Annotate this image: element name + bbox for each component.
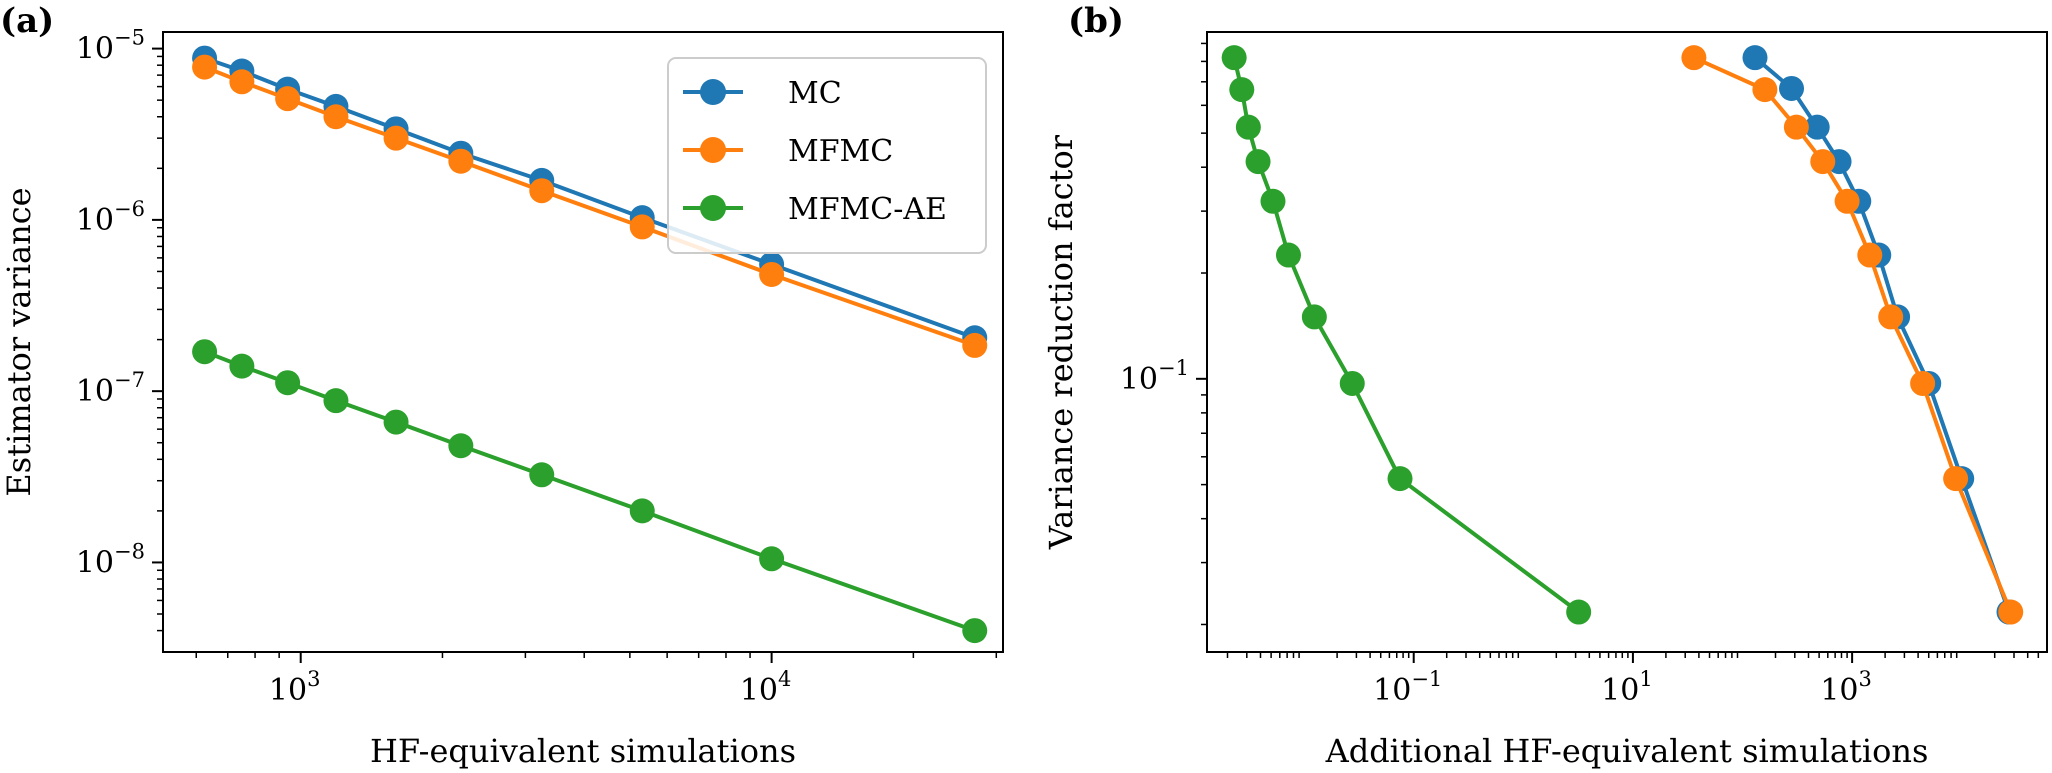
panel-b-point-mc [1742, 45, 1768, 71]
panel-b-point-mfmc [1783, 114, 1809, 140]
panel-a-point-mfmc [629, 214, 655, 240]
panel-b-y-axis-label: Variance reduction factor [1042, 134, 1080, 550]
panel-b-point-mfmc [1752, 77, 1778, 103]
panel-a-y-tick-label: 10−7 [76, 368, 145, 409]
panel-b-point-mfmc [1878, 304, 1904, 330]
panel-a-point-mfmc-ae [229, 353, 255, 379]
legend-marker-mfmc-ae [700, 195, 726, 221]
panel-b-x-tick-label: 10−1 [1373, 667, 1442, 708]
panel-b-point-mfmc [1910, 370, 1936, 396]
panel-a: (a) 103 104 10−5 10−6 10−7 10−8 HF-equivalen… [0, 1, 1004, 770]
panel-a-x-tick-label: 103 [269, 667, 321, 708]
panel-a-series-mfmc-ae [192, 339, 988, 644]
legend-label-mc: MC [788, 76, 842, 111]
panel-b-series-mfmc-ae [1221, 45, 1592, 625]
panel-b-point-mfmc-ae [1260, 188, 1286, 214]
panel-a-x-axis-label: HF-equivalent simulations [370, 732, 796, 770]
panel-a-point-mfmc-ae [192, 339, 218, 365]
panel-a-y-tick-label: 10−6 [76, 197, 145, 238]
panel-a-point-mfmc [962, 332, 988, 358]
panel-b-x-tick-label: 101 [1601, 667, 1653, 708]
panel-a-point-mfmc-ae [448, 433, 474, 459]
panel-b-point-mfmc-ae [1221, 45, 1247, 71]
panel-a-line-mfmc-ae [203, 349, 976, 633]
legend-marker-mc [700, 79, 726, 105]
panel-a-y-tick-label: 10−8 [76, 539, 145, 580]
panel-b-point-mfmc [1857, 242, 1883, 268]
legend: MC MFMC MFMC-AE [667, 57, 987, 254]
panel-a-point-mfmc [383, 125, 409, 151]
panel-a-plot-area [192, 45, 988, 644]
panel-b-point-mfmc-ae [1229, 77, 1255, 103]
panel-a-point-mfmc-ae [962, 618, 988, 644]
legend-entry-mfmc-ae: MFMC-AE [683, 192, 947, 227]
panel-a-point-mfmc-ae [529, 462, 555, 488]
panel-b-line-mfmc [1693, 55, 2013, 613]
panel-b-line-mc [1753, 56, 2011, 613]
panel-a-y-axis-label: Estimator variance [0, 187, 38, 496]
panel-b-point-mfmc-ae [1235, 114, 1261, 140]
panel-b-x-ticks: 10−1 101 103 [1226, 652, 2040, 708]
panel-a-point-mfmc [448, 148, 474, 174]
panel-b-y-ticks: 10−1 [1120, 42, 1207, 626]
panel-b-point-mfmc [1810, 149, 1836, 175]
panel-a-y-ticks: 10−5 10−6 10−7 10−8 [76, 26, 163, 632]
panel-b-y-tick-label: 10−1 [1120, 356, 1189, 397]
panel-b-plot-area [1221, 45, 2024, 625]
legend-label-mfmc-ae: MFMC-AE [788, 192, 947, 227]
panel-a-series-mfmc [192, 54, 988, 358]
panel-a-x-ticks: 103 104 [195, 652, 998, 708]
panel-a-point-mfmc-ae [629, 498, 655, 524]
panel-b-series-mfmc [1681, 45, 2024, 625]
panel-a-point-mfmc-ae [759, 546, 785, 572]
legend-entry-mc: MC [683, 76, 842, 111]
panel-a-point-mfmc-ae [275, 370, 301, 396]
panel-b: (b) 10−1 101 103 10−1 Additional HF-equiva… [1042, 1, 2048, 770]
panel-a-point-mfmc [323, 104, 349, 130]
panel-b-point-mfmc-ae [1566, 599, 1592, 625]
panel-a-label: (a) [0, 1, 54, 41]
legend-label-mfmc: MFMC [788, 134, 893, 169]
panel-b-x-tick-label: 103 [1820, 667, 1872, 708]
panel-b-point-mfmc-ae [1275, 242, 1301, 268]
panel-a-point-mfmc [759, 261, 785, 287]
panel-b-point-mfmc [1998, 599, 2024, 625]
panel-a-point-mfmc [275, 86, 301, 112]
panel-b-point-mfmc [1681, 45, 1707, 71]
legend-box [667, 57, 987, 254]
panel-b-label: (b) [1068, 1, 1124, 41]
panel-b-point-mfmc-ae [1301, 304, 1327, 330]
panel-a-point-mfmc [229, 69, 255, 95]
panel-b-frame [1206, 31, 2048, 653]
panel-b-point-mc [1804, 114, 1830, 140]
legend-marker-mfmc [700, 137, 726, 163]
panel-a-point-mfmc [192, 54, 218, 80]
panel-b-point-mfmc [1834, 188, 1860, 214]
panel-a-point-mfmc [529, 178, 555, 204]
panel-a-x-tick-label: 104 [740, 667, 792, 708]
panel-b-point-mfmc-ae [1339, 370, 1365, 396]
panel-b-line-mfmc-ae [1232, 57, 1580, 614]
panel-a-point-mfmc-ae [323, 388, 349, 414]
panel-b-point-mc [1779, 75, 1805, 101]
panel-a-y-tick-label: 10−5 [76, 26, 145, 67]
panel-a-point-mfmc-ae [383, 409, 409, 435]
panel-b-point-mfmc-ae [1387, 466, 1413, 492]
panel-b-point-mfmc [1943, 466, 1969, 492]
panel-b-x-axis-label: Additional HF-equivalent simulations [1325, 732, 1929, 770]
panel-b-point-mfmc-ae [1245, 149, 1271, 175]
panel-a-frame [162, 31, 1004, 653]
legend-entry-mfmc: MFMC [683, 134, 893, 169]
